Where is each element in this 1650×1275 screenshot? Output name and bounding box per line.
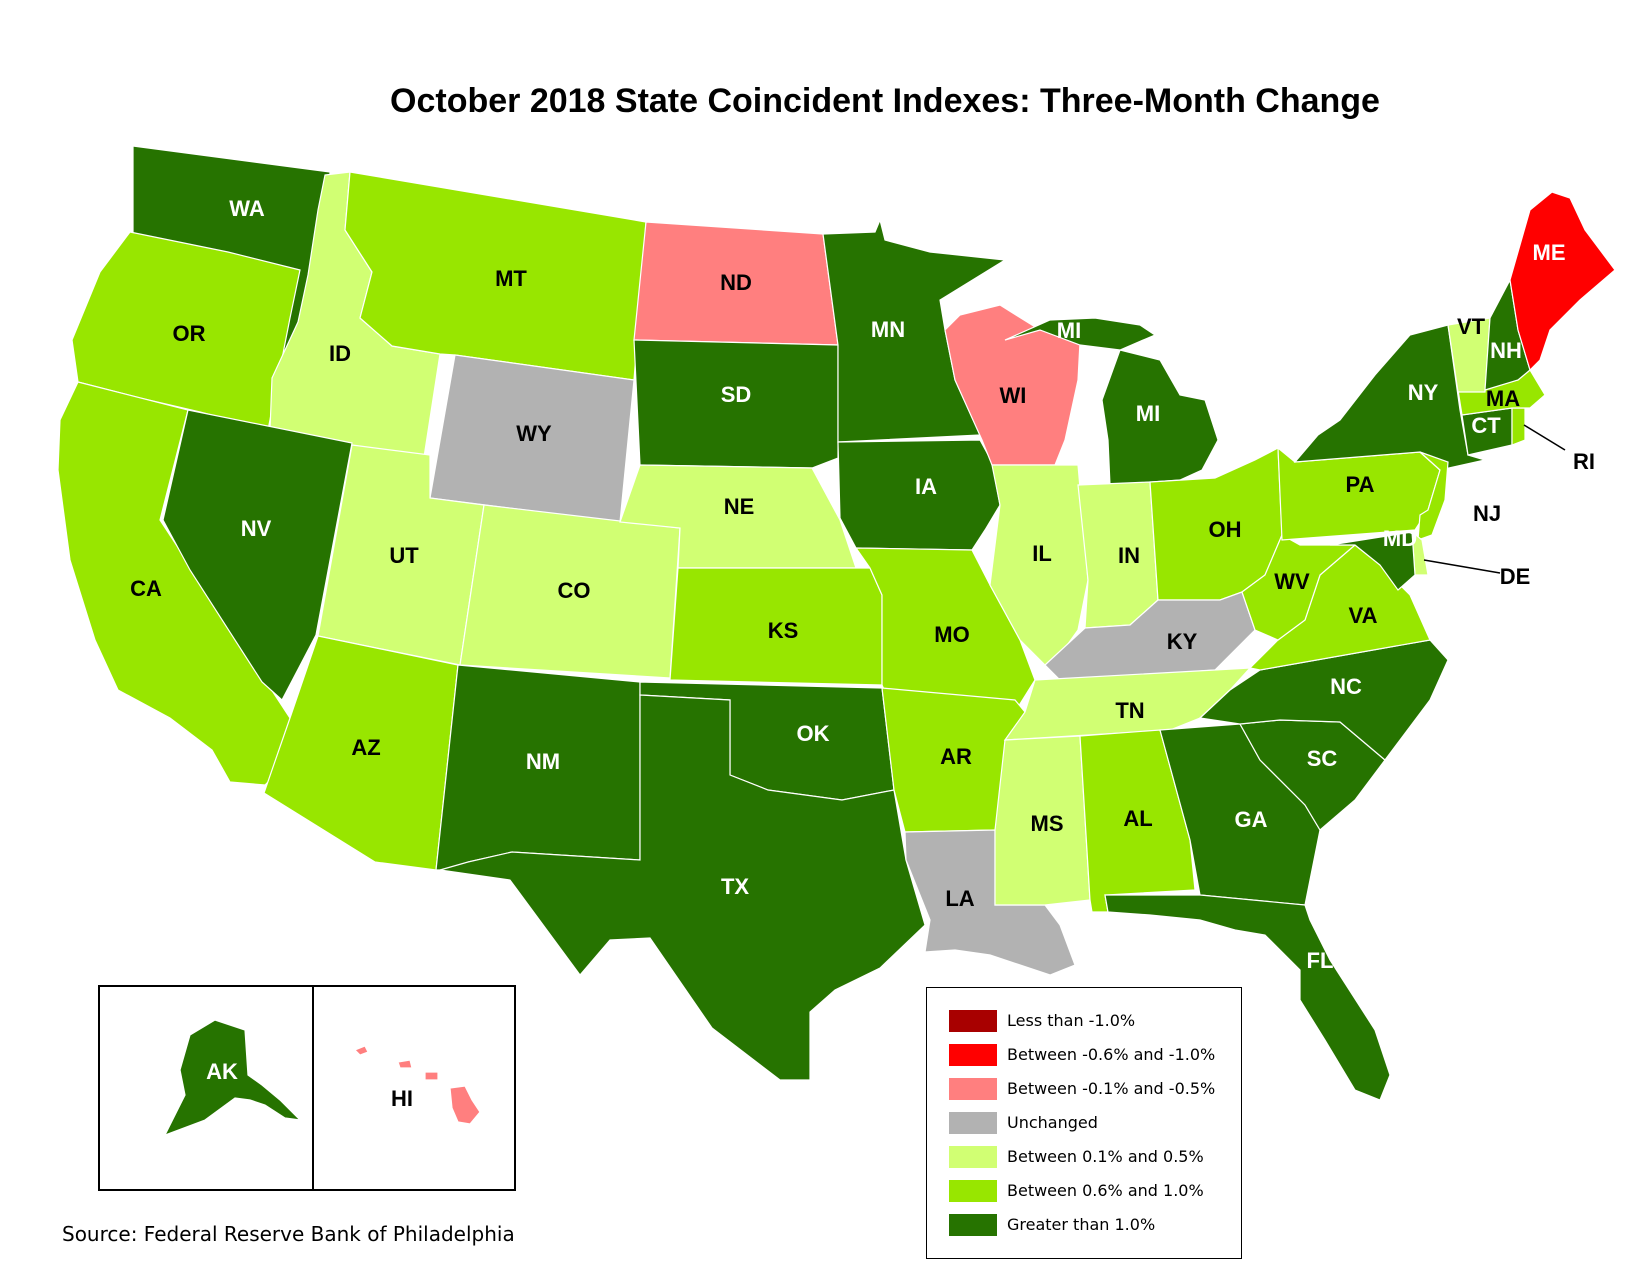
label-ok: OK [797,721,830,746]
label-hi: HI [391,1086,413,1111]
label-md: MD [1383,526,1417,551]
legend-item: Less than -1.0% [927,1007,1241,1041]
legend-swatch [949,1010,997,1032]
legend-item: Between -0.1% and -0.5% [927,1075,1241,1109]
legend-item: Between 0.6% and 1.0% [927,1177,1241,1211]
label-ak: AK [206,1059,238,1084]
legend-item: Greater than 1.0% [927,1211,1241,1245]
label-mt: MT [495,266,527,291]
label-sd: SD [721,382,752,407]
label-tx: TX [721,874,749,899]
label-pa: PA [1346,472,1375,497]
label-wv: WV [1274,569,1310,594]
label-va: VA [1349,603,1378,628]
state-fl[interactable] [1104,894,1391,1101]
legend-label: Less than -1.0% [1007,1011,1136,1030]
legend-label: Between -0.1% and -0.5% [1007,1079,1216,1098]
label-il: IL [1032,541,1052,566]
legend-swatch [949,1214,997,1236]
label-ky: KY [1167,629,1198,654]
label-ga: GA [1235,807,1268,832]
label-nv: NV [241,516,272,541]
label-ut: UT [389,543,419,568]
label-ma: MA [1486,386,1520,411]
legend: Less than -1.0% Between -0.6% and -1.0% … [926,987,1242,1259]
legend-item: Between 0.1% and 0.5% [927,1143,1241,1177]
label-ks: KS [768,618,799,643]
label-nh: NH [1490,338,1522,363]
legend-label: Between 0.1% and 0.5% [1007,1147,1204,1166]
legend-label: Greater than 1.0% [1007,1215,1156,1234]
state-me[interactable] [1509,191,1616,372]
label-id: ID [329,341,351,366]
label-co: CO [558,578,591,603]
state-ia[interactable] [837,439,1001,551]
label-or: OR [173,321,206,346]
label-nd: ND [720,270,752,295]
label-nc: NC [1330,674,1362,699]
state-md[interactable] [1329,531,1416,591]
legend-label: Between 0.6% and 1.0% [1007,1181,1204,1200]
label-fl: FL [1307,948,1334,973]
legend-item: Unchanged [927,1109,1241,1143]
label-ia: IA [915,474,937,499]
label-sc: SC [1307,746,1338,771]
label-ny: NY [1408,380,1439,405]
label-de: DE [1500,564,1531,589]
state-hi[interactable] [353,1045,481,1125]
state-vt[interactable] [1447,317,1491,393]
state-tx[interactable] [439,694,926,1081]
label-oh: OH [1209,517,1242,542]
label-az: AZ [351,735,380,760]
label-nj: NJ [1473,501,1501,526]
label-ct: CT [1471,413,1501,438]
label-ri: RI [1573,449,1595,474]
state-ri[interactable] [1511,407,1526,446]
legend-swatch [949,1044,997,1066]
state-mi-lower[interactable] [1101,349,1219,486]
map-title: October 2018 State Coincident Indexes: T… [390,82,1380,120]
label-wi: WI [1000,383,1027,408]
source-note: Source: Federal Reserve Bank of Philadel… [62,1222,515,1246]
hawaii-inset-box [312,985,516,1191]
label-wa: WA [229,196,265,221]
de-leader-line [1423,559,1501,574]
label-tn: TN [1115,698,1144,723]
label-in: IN [1118,543,1140,568]
state-sd[interactable] [633,339,839,469]
label-ne: NE [724,494,755,519]
label-ms: MS [1031,811,1064,836]
label-al: AL [1123,806,1152,831]
label-me: ME [1533,240,1566,265]
alaska-inset-box [98,985,314,1191]
state-mi-upper[interactable] [1004,317,1157,351]
legend-swatch [949,1180,997,1202]
label-vt: VT [1457,314,1486,339]
label-la: LA [945,886,974,911]
legend-swatch [949,1146,997,1168]
label-mi-upper: MI [1057,318,1081,343]
legend-label: Unchanged [1007,1113,1098,1132]
ri-leader-line [1523,424,1566,451]
legend-swatch [949,1078,997,1100]
state-wi[interactable] [944,304,1081,466]
label-nm: NM [526,749,560,774]
legend-label: Between -0.6% and -1.0% [1007,1045,1216,1064]
label-mi: MI [1136,401,1160,426]
label-mn: MN [871,317,905,342]
label-mo: MO [934,622,969,647]
label-ca: CA [130,576,162,601]
label-wy: WY [516,421,552,446]
state-nv[interactable] [162,409,353,701]
legend-swatch [949,1112,997,1134]
legend-item: Between -0.6% and -1.0% [927,1041,1241,1075]
state-ak[interactable] [163,1019,302,1137]
label-ar: AR [940,744,972,769]
